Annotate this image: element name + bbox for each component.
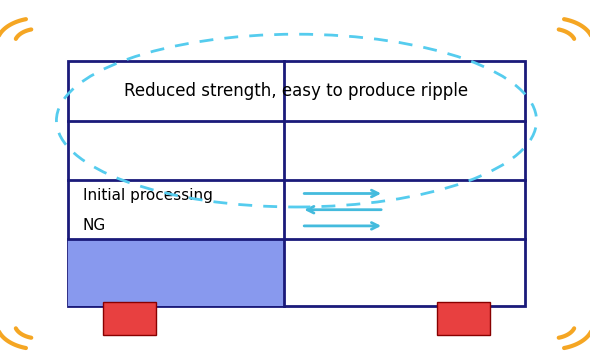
Bar xyxy=(437,302,490,335)
Bar xyxy=(68,239,284,306)
Bar xyxy=(68,61,525,306)
Text: NG: NG xyxy=(83,219,106,233)
Bar xyxy=(103,302,156,335)
Text: Reduced strength, easy to produce ripple: Reduced strength, easy to produce ripple xyxy=(124,82,468,100)
Text: Initial processing: Initial processing xyxy=(83,188,212,203)
